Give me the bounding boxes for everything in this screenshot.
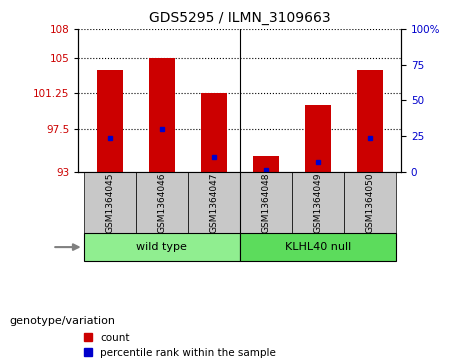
Text: GSM1364048: GSM1364048: [261, 172, 270, 233]
Text: GSM1364047: GSM1364047: [209, 172, 218, 233]
Bar: [188, 172, 240, 233]
Text: GSM1364049: GSM1364049: [313, 172, 322, 233]
Bar: [240, 233, 396, 261]
Text: wild type: wild type: [136, 242, 187, 252]
Bar: [305, 105, 331, 172]
Bar: [292, 172, 344, 233]
Text: GSM1364045: GSM1364045: [105, 172, 114, 233]
Bar: [357, 70, 383, 172]
Bar: [97, 70, 123, 172]
Bar: [83, 172, 136, 233]
Bar: [83, 233, 240, 261]
Bar: [253, 155, 279, 172]
Bar: [136, 172, 188, 233]
Bar: [201, 93, 227, 172]
Legend: count, percentile rank within the sample: count, percentile rank within the sample: [83, 333, 276, 358]
Bar: [344, 172, 396, 233]
Text: KLHL40 null: KLHL40 null: [285, 242, 351, 252]
Text: genotype/variation: genotype/variation: [9, 316, 115, 326]
Text: GSM1364050: GSM1364050: [365, 172, 374, 233]
Bar: [148, 58, 175, 172]
Text: GSM1364046: GSM1364046: [157, 172, 166, 233]
Bar: [240, 172, 292, 233]
Title: GDS5295 / ILMN_3109663: GDS5295 / ILMN_3109663: [149, 11, 331, 25]
